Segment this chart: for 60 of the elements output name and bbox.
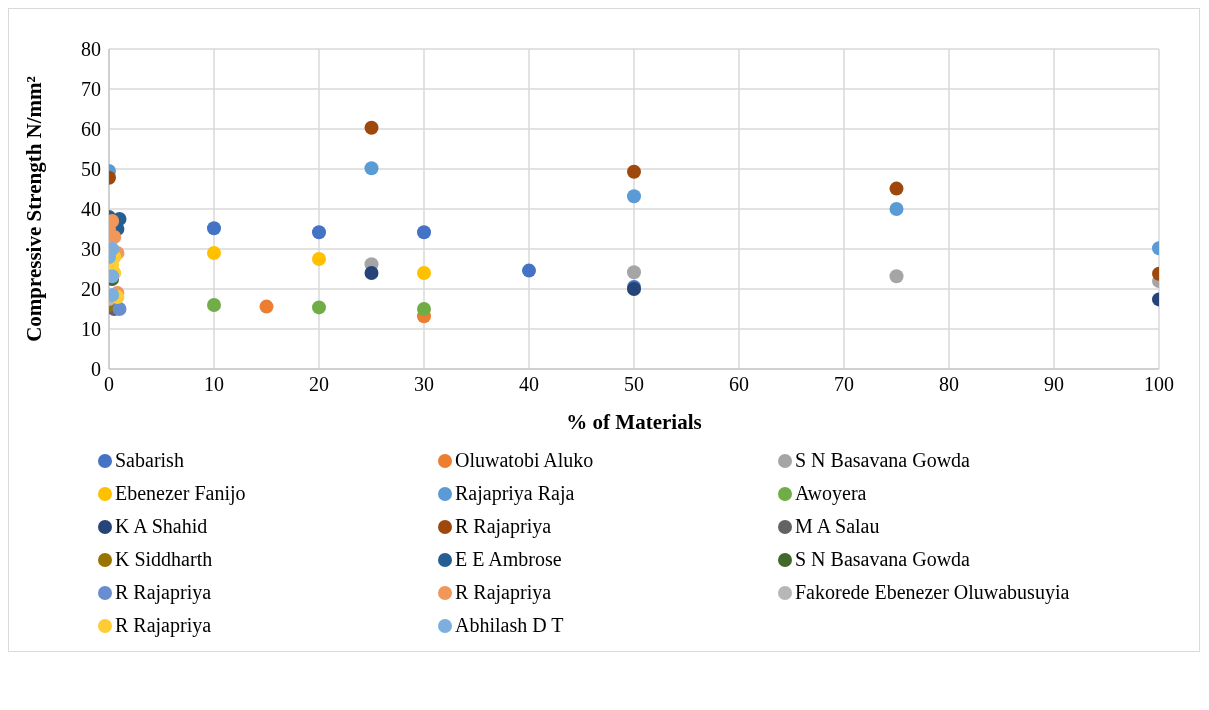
point bbox=[889, 181, 904, 196]
point bbox=[112, 302, 127, 316]
legend-label: R Rajapriya bbox=[115, 581, 212, 604]
legend-label: R Rajapriya bbox=[115, 614, 212, 637]
legend-label: Awoyera bbox=[795, 482, 867, 505]
legend-label: Rajapriya Raja bbox=[455, 482, 575, 505]
legend-label: E E Ambrose bbox=[455, 548, 562, 571]
x-tick-label: 50 bbox=[624, 373, 644, 396]
point bbox=[109, 230, 122, 244]
y-tick-label: 70 bbox=[81, 78, 101, 101]
x-tick-label: 70 bbox=[834, 373, 854, 396]
y-tick-label: 50 bbox=[81, 158, 101, 181]
legend-label: Oluwatobi Aluko bbox=[455, 449, 594, 472]
point bbox=[364, 161, 379, 176]
x-tick-label: 60 bbox=[729, 373, 749, 396]
y-axis-title: Compressive Strength N/mm² bbox=[22, 76, 47, 342]
legend-label: R Rajapriya bbox=[455, 515, 552, 538]
y-tick-label: 60 bbox=[81, 118, 101, 141]
x-tick-label: 20 bbox=[309, 373, 329, 396]
y-tick-label: 10 bbox=[81, 318, 101, 341]
point bbox=[364, 120, 379, 135]
x-tick-label: 90 bbox=[1044, 373, 1064, 396]
y-tick-label: 40 bbox=[81, 198, 101, 221]
legend-label: K Siddharth bbox=[115, 548, 213, 571]
point bbox=[417, 225, 431, 240]
point bbox=[889, 202, 904, 216]
point bbox=[417, 302, 431, 316]
legend-label: Abhilash D T bbox=[455, 614, 564, 637]
point bbox=[627, 189, 641, 204]
y-tick-label: 0 bbox=[91, 358, 101, 381]
point bbox=[207, 221, 221, 236]
point bbox=[207, 246, 221, 260]
legend-label: Ebenezer Fanijo bbox=[115, 482, 246, 505]
point bbox=[259, 299, 274, 314]
legend-label: R Rajapriya bbox=[455, 581, 552, 604]
x-tick-label: 80 bbox=[939, 373, 959, 396]
x-tick-label: 40 bbox=[519, 373, 539, 396]
legend-label: K A Shahid bbox=[115, 515, 208, 538]
legend-label: M A Salau bbox=[795, 515, 880, 538]
y-tick-label: 20 bbox=[81, 278, 101, 301]
point bbox=[312, 225, 326, 240]
point bbox=[417, 266, 431, 280]
y-tick-label: 30 bbox=[81, 238, 101, 261]
point bbox=[364, 266, 379, 280]
legend-label: Fakorede Ebenezer Oluwabusuyia bbox=[795, 581, 1070, 604]
point bbox=[207, 298, 221, 312]
x-tick-label: 30 bbox=[414, 373, 434, 396]
x-tick-label: 10 bbox=[204, 373, 224, 396]
point bbox=[889, 269, 904, 284]
x-tick-label: 100 bbox=[1144, 373, 1174, 396]
y-tick-label: 80 bbox=[81, 38, 101, 61]
point bbox=[312, 252, 326, 266]
x-axis-title: % of Materials bbox=[566, 410, 702, 434]
legend-label: S N Basavana Gowda bbox=[795, 449, 970, 472]
point bbox=[627, 164, 641, 179]
legend-label: S N Basavana Gowda bbox=[795, 548, 970, 571]
point bbox=[522, 263, 536, 278]
point bbox=[627, 265, 641, 280]
point bbox=[312, 300, 326, 315]
legend-label: Sabarish bbox=[115, 449, 184, 472]
